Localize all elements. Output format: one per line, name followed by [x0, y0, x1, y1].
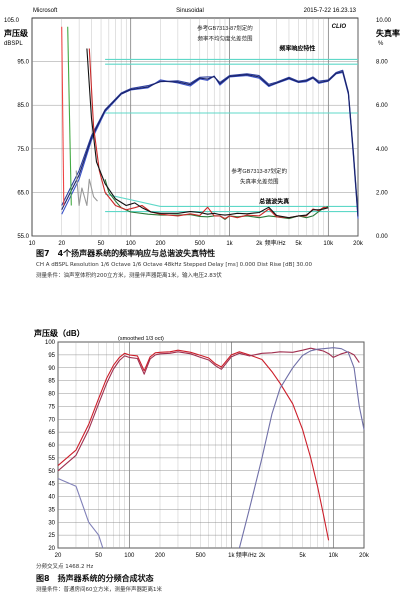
y-tick-label: 25 [48, 533, 55, 539]
series-line-4 [104, 179, 329, 220]
x-tick-label: 5k [299, 553, 306, 559]
series-line-2 [57, 347, 360, 472]
y-tick-label: 95.0 [17, 60, 29, 66]
tick-labels-1: 10 20 50 100 200 500 1k 2k 5k 10k 20k 频率/Hz 95.0 85.0… [17, 60, 388, 247]
y-tick-label: 75.0 [17, 147, 29, 153]
grid-2 [57, 341, 365, 549]
chart-1: Microsoft Sinusoidal 2015-7-22 16.23.13 … [3, 8, 400, 247]
x-tick-label: 100 [124, 553, 135, 559]
y-tick-label: 60 [48, 443, 55, 449]
series-line-3 [57, 477, 104, 549]
y-tick-label: 65 [48, 430, 55, 436]
y-tick-label: 50 [48, 469, 55, 475]
y-left-axis-title: 声压级 [3, 28, 29, 38]
chart-2-subtitle: (smoothed 1/3 oct) [118, 336, 164, 342]
y-tick-label: 65.0 [17, 190, 29, 196]
y2-tick-label: 0.00 [376, 234, 388, 240]
y-right-axis-title: 失真率 [376, 28, 400, 38]
x-tick-label: 2k [259, 553, 266, 559]
x-tick-label: 10 [29, 241, 36, 247]
x-tick-label: 200 [155, 241, 166, 247]
x-tick-label: 1k [226, 241, 233, 247]
y-tick-label: 100 [45, 340, 56, 346]
series-line-1 [57, 349, 330, 541]
x-tick-label: 5k [295, 241, 302, 247]
x-tick-label: 50 [95, 553, 102, 559]
fig7-caption-conditions: 测量条件：油声室体积约200立方米，测量伴声器距离1米，输入电压2.83伏 [36, 273, 222, 279]
series-label: 频率响应特性 [279, 45, 315, 53]
x-tick-label: 500 [196, 553, 207, 559]
x-tick-label: 20k [353, 241, 364, 247]
y-tick-label: 35 [48, 507, 55, 513]
x-tick-label: 20k [359, 553, 370, 559]
series-line-4 [238, 347, 365, 549]
brand-label: CLIO [332, 24, 347, 30]
fig8-crossover-note: 分频交叉点 1468.2 Hz [36, 564, 94, 570]
y-tick-label: 75 [48, 404, 55, 410]
series-line-3 [61, 71, 359, 217]
header-right: 2015-7-22 16.23.13 [304, 8, 357, 14]
x-tick-label: 20 [58, 241, 65, 247]
y-tick-label: 95 [48, 353, 55, 359]
y-right-top-label: 10.00 [376, 18, 392, 24]
y-tick-label: 55.0 [17, 234, 29, 240]
x-unit-label: 频率/Hz [236, 551, 257, 559]
series-line-9 [75, 170, 98, 207]
x-tick-label: 50 [98, 241, 105, 247]
series-line-8 [67, 26, 72, 206]
y-tick-label: 55 [48, 456, 55, 462]
x-tick-label: 1k [228, 553, 235, 559]
series-2 [57, 347, 365, 549]
y2-tick-label: 6.00 [376, 103, 388, 109]
x-tick-label: 500 [195, 241, 206, 247]
series-1 [61, 26, 359, 220]
x-tick-label: 20 [55, 553, 62, 559]
y-tick-label: 45 [48, 482, 55, 488]
y-tick-label: 30 [48, 520, 55, 526]
annotation-text: 参考GB7313-87划定的 [231, 167, 287, 175]
x-unit-label: 频率/Hz [265, 239, 286, 247]
annotation-text: 参考GB7313-87划定的 [197, 24, 253, 32]
y-left-axis-unit: dBSPL [4, 41, 23, 47]
y2-tick-label: 4.00 [376, 147, 388, 153]
series-label: 总谐波失真 [259, 197, 289, 205]
series-line-1 [61, 69, 359, 215]
y-tick-label: 85 [48, 379, 55, 385]
y-tick-label: 90 [48, 366, 55, 372]
fig7-caption-title: 图7 4个扬声器系统的频率响应与总谐波失真特性 [36, 249, 216, 258]
y-tick-label: 70 [48, 417, 55, 423]
x-tick-label: 10k [323, 241, 334, 247]
header-left: Microsoft [33, 8, 58, 14]
annotation-text: 频率不均匀度允差范围 [197, 35, 253, 43]
y-tick-label: 85.0 [17, 103, 29, 109]
x-tick-label: 200 [155, 553, 166, 559]
header-center: Sinusoidal [176, 8, 204, 14]
y-tick-label: 40 [48, 495, 55, 501]
series-line-5 [88, 48, 329, 220]
y2-tick-label: 2.00 [376, 190, 388, 196]
x-tick-label: 10k [328, 553, 339, 559]
y-left-top-label: 105.0 [4, 18, 20, 24]
tolerance-line-thd-limit-a [104, 193, 358, 207]
fig8-caption-conditions: 测量条件：普通房间60立方米，测量伴声器距离1米 [36, 587, 162, 593]
x-tick-label: 100 [126, 241, 137, 247]
annotation-text: 失真率允差范围 [240, 178, 279, 186]
chart-2: 声压级（dB） (smoothed 1/3 oct) 20 50 100 200 500… [33, 328, 370, 559]
fig7-caption-meta: CH A dBSPL Resolution 1/6 Octave 1/6 Oct… [36, 262, 313, 268]
y2-tick-label: 8.00 [376, 60, 388, 66]
series-line-2 [61, 71, 359, 219]
series-line-6 [86, 48, 329, 219]
y-tick-label: 80 [48, 392, 55, 398]
series-line-7 [61, 26, 65, 206]
y-right-axis-unit: % [378, 41, 384, 47]
x-tick-label: 2k [256, 241, 263, 247]
tick-labels-2: 20 50 100 200 500 1k 2k 5k 10k 20k 频率/Hz 100 95 90 85 8… [45, 340, 370, 559]
fig8-caption-title: 图8 扬声器系统的分频合成状态 [36, 574, 154, 583]
annotations-1: 参考GB7313-87划定的频率不均匀度允差范围参考GB7313-87划定的失真… [197, 24, 315, 206]
chart-2-title: 声压级（dB） [33, 328, 85, 338]
y-tick-label: 20 [48, 546, 55, 552]
